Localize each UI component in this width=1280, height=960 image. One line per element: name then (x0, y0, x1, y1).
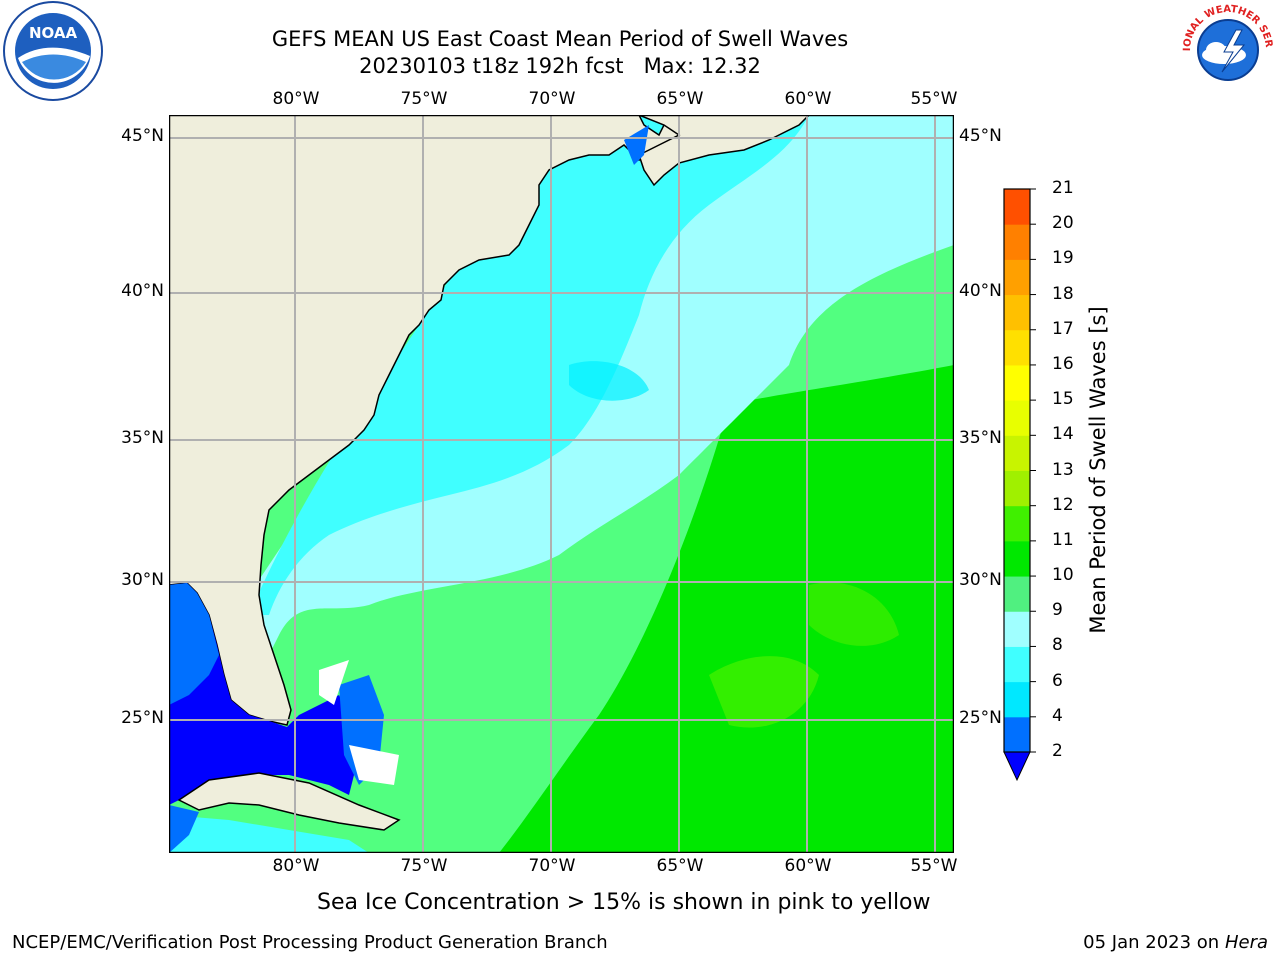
colorbar-band (1004, 224, 1030, 260)
lat-label-right-40n: 40°N (959, 281, 1002, 301)
graticule (169, 115, 954, 853)
lat-label-right-45n: 45°N (959, 126, 1002, 146)
lat-label-left-35n: 35°N (121, 428, 164, 448)
lat-label-right-30n: 30°N (959, 570, 1002, 590)
colorbar-tick-label: 9 (1052, 600, 1063, 621)
colorbar-band (1004, 259, 1030, 296)
colorbar-band (1004, 329, 1030, 366)
colorbar-band (1004, 681, 1030, 718)
lat-label-left-25n: 25°N (121, 708, 164, 728)
swell-11-12-patch (709, 656, 819, 728)
footer-date-text: 05 Jan 2023 on (1083, 932, 1225, 953)
colorbar-band (1004, 611, 1030, 647)
colorbar-tick-label: 21 (1052, 178, 1074, 198)
chart-title: GEFS MEAN US East Coast Mean Period of S… (271, 27, 849, 51)
lon-label-top-80w: 80°W (272, 89, 320, 109)
lon-label-top-60w: 60°W (784, 89, 832, 109)
colorbar-under-triangle (1003, 751, 1031, 782)
nws-logo: NATIONAL WEATHER SERVICE (1178, 0, 1276, 98)
colorbar-tick-label: 4 (1052, 705, 1063, 726)
lon-label-bottom-60w: 60°W (784, 856, 832, 876)
lon-label-bottom-75w: 75°W (400, 856, 448, 876)
lon-label-top-55w: 55°W (910, 89, 958, 109)
colorbar-title: Mean Period of Swell Waves [s] (1086, 306, 1110, 634)
lon-label-top-75w: 75°W (400, 89, 448, 109)
chart-subtitle: 20230103 t18z 192h fcst Max: 12.32 (359, 54, 761, 78)
colorbar-tick-label: 15 (1052, 389, 1074, 410)
colorbar-band (1004, 540, 1030, 577)
colorbar-tick-label: 16 (1052, 353, 1074, 374)
gulf-swell-below-2 (169, 583, 359, 805)
colorbar-band (1004, 400, 1030, 436)
swell-10-11-region (499, 365, 954, 853)
colorbar-tick-label: 12 (1052, 494, 1074, 515)
sea-ice-note: Sea Ice Concentration > 15% is shown in … (317, 890, 931, 915)
swell-11-12-patch (809, 582, 899, 646)
colorbar-tick-label: 2 (1052, 741, 1063, 761)
lat-label-right-35n: 35°N (959, 428, 1002, 448)
bahamas-bank (319, 660, 349, 705)
colorbar-band (1004, 505, 1030, 542)
colorbar-tick-label: 18 (1052, 283, 1074, 304)
colorbar-tick-label: 10 (1052, 565, 1074, 586)
noaa-logo: NOAA (3, 1, 103, 101)
lat-label-right-25n: 25°N (959, 708, 1002, 728)
colorbar-band (1004, 364, 1030, 401)
colorbar-tick-label: 8 (1052, 635, 1063, 656)
colorbar (1003, 188, 1036, 782)
colorbar-tick-label: 19 (1052, 248, 1074, 269)
lon-label-bottom-65w: 65°W (656, 856, 704, 876)
swell-6-patch (569, 361, 649, 401)
lat-label-left-45n: 45°N (121, 126, 164, 146)
colorbar-tick-label: 13 (1052, 459, 1074, 480)
gulf-swell-2-4 (169, 583, 219, 705)
colorbar-tick-label: 20 (1052, 213, 1074, 234)
footer-branch: NCEP/EMC/Verification Post Processing Pr… (12, 932, 608, 953)
colorbar-band (1004, 716, 1030, 753)
caribbean-swell-2-4 (169, 805, 199, 853)
colorbar-tick-label: 17 (1052, 318, 1074, 339)
colorbar-band (1004, 294, 1030, 331)
cuba-land (177, 772, 401, 831)
colorbar-band (1004, 470, 1030, 507)
colorbar-tick-label: 14 (1052, 424, 1074, 445)
lat-label-left-40n: 40°N (121, 281, 164, 301)
noaa-logo-text: NOAA (29, 24, 78, 42)
colorbar-band (1004, 576, 1030, 612)
lon-label-bottom-70w: 70°W (528, 856, 576, 876)
colorbar-tick-label: 6 (1052, 670, 1063, 691)
footer-date: 05 Jan 2023 on Hera (1083, 932, 1268, 953)
footer-host: Hera (1224, 932, 1268, 953)
swell-6-8-region (249, 115, 809, 615)
colorbar-band (1004, 189, 1030, 225)
lon-label-top-65w: 65°W (656, 89, 704, 109)
colorbar-band (1004, 435, 1030, 471)
colorbar-tick-label: 11 (1052, 529, 1074, 550)
caribbean-swell (169, 815, 369, 853)
colorbar-band (1004, 646, 1030, 683)
lon-label-top-70w: 70°W (528, 89, 576, 109)
lat-label-left-30n: 30°N (121, 570, 164, 590)
bahamas-bank (349, 745, 399, 785)
swell-period-map (169, 115, 954, 853)
lon-label-bottom-80w: 80°W (272, 856, 320, 876)
lon-label-bottom-55w: 55°W (910, 856, 958, 876)
bay-of-fundy-swell (624, 125, 649, 165)
